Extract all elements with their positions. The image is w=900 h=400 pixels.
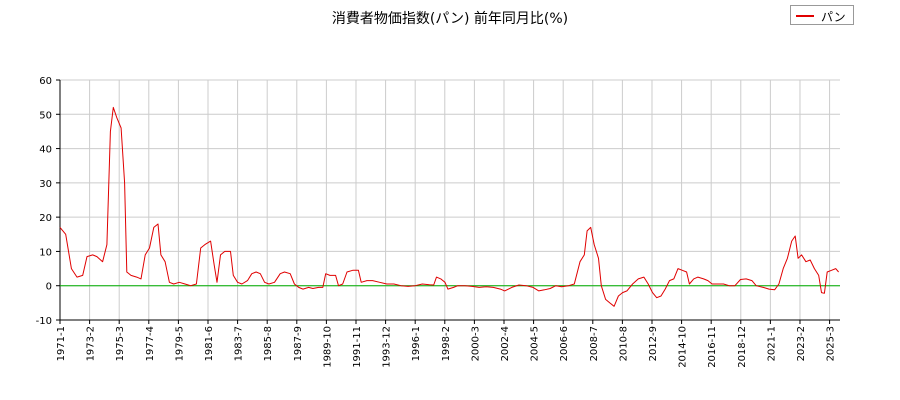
legend: パン [790,5,854,25]
y-tick-label: 20 [39,213,52,224]
x-tick-label: 1998-2 [441,326,452,361]
y-tick-label: 50 [39,110,52,121]
chart-title: 消費者物価指数(パン) 前年同月比(%) [331,11,569,27]
y-tick-label: 60 [39,76,52,87]
x-tick-label: 2002-4 [500,326,511,361]
x-tick-label: 1981-6 [204,326,215,361]
y-tick-label: 40 [39,145,52,156]
x-tick-label: 2012-9 [648,326,659,361]
x-tick-label: 1973-2 [86,326,97,361]
y-tick-label: -10 [36,316,52,327]
x-tick-label: 2021-1 [766,326,777,361]
x-tick-label: 1983-7 [234,326,245,361]
x-tick-label: 1996-1 [411,326,422,361]
x-tick-label: 2000-3 [470,326,481,361]
x-tick-label: 2006-6 [559,326,570,361]
y-tick-label: 30 [39,179,52,190]
x-tick-label: 2025-3 [826,326,837,361]
x-tick-label: 2008-7 [589,326,600,361]
x-tick-label: 2018-12 [737,326,748,368]
x-tick-label: 1975-3 [115,326,126,361]
x-tick-label: 1987-9 [293,326,304,361]
x-tick-label: 2004-5 [530,326,541,361]
x-tick-label: 2014-10 [678,326,689,368]
x-tick-label: 1989-10 [322,326,333,368]
x-tick-label: 1971-1 [56,326,67,361]
y-tick-label: 10 [39,247,52,258]
x-tick-label: 2010-8 [618,326,629,361]
x-tick-label: 2016-11 [707,326,718,368]
legend-label: パン [821,10,846,24]
series-line [59,106,839,307]
x-tick-label: 1979-5 [174,326,185,361]
x-tick-label: 1977-4 [145,326,156,361]
x-tick-label: 2023-2 [796,326,807,361]
legend-line-swatch [796,15,814,17]
x-tick-label: 1985-8 [263,326,274,361]
x-tick-label: 1993-12 [382,326,393,368]
y-tick-label: 0 [46,282,52,293]
x-tick-label: 1991-11 [352,326,363,368]
